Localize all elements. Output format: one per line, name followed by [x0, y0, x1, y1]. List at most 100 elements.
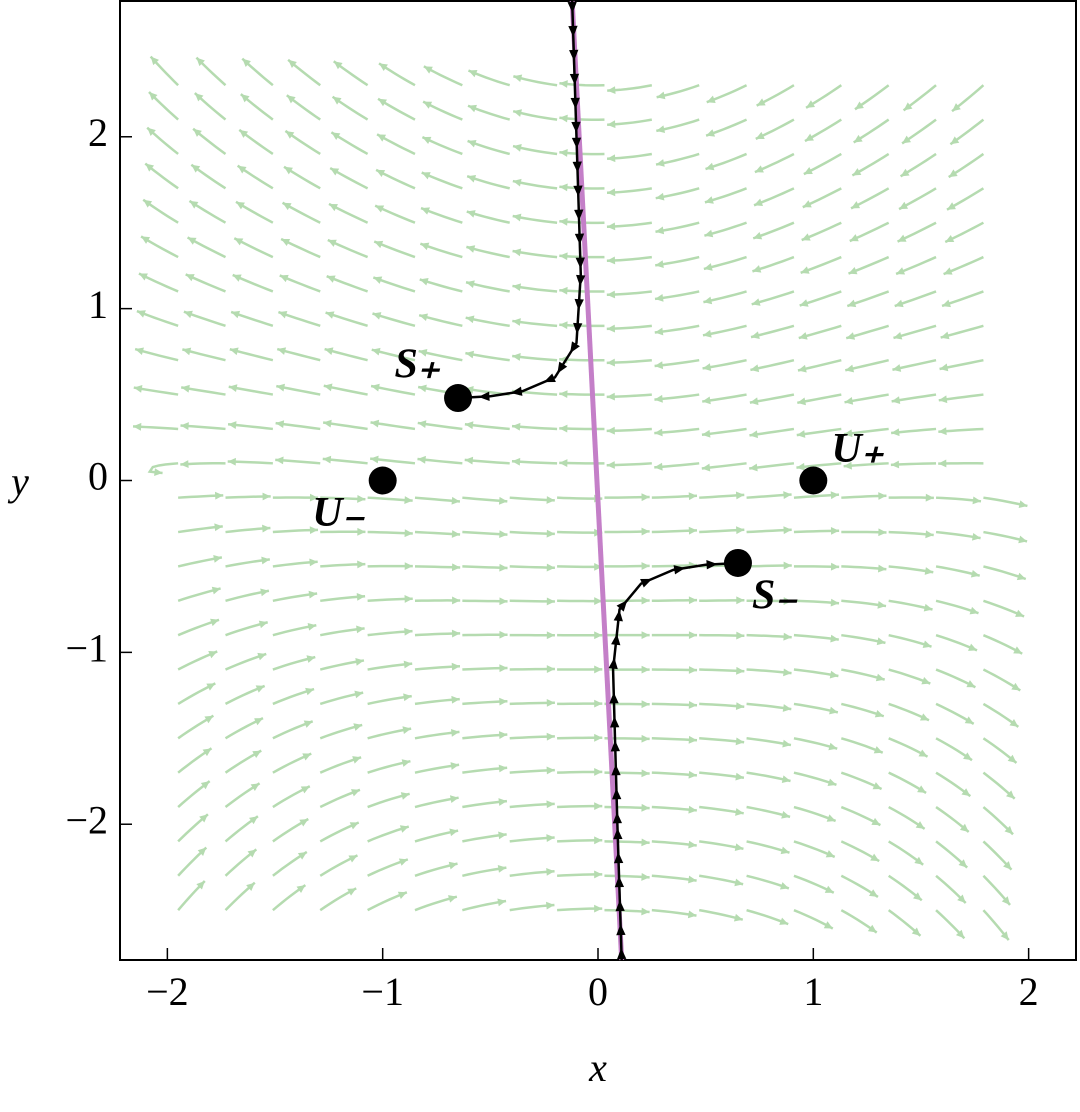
field-arrow: [546, 766, 555, 775]
field-arrow: [826, 814, 836, 822]
field-arrow: [924, 567, 934, 575]
field-arrow: [499, 630, 508, 639]
field-arrow: [465, 315, 475, 324]
field-arrow: [606, 256, 616, 265]
field-arrow: [150, 56, 160, 66]
field-arrow: [1004, 825, 1014, 835]
field-arrow: [843, 461, 852, 470]
field-arrow: [869, 889, 878, 897]
field-arrow: [606, 324, 616, 333]
field-arrow: [900, 168, 910, 177]
field-arrow: [183, 310, 193, 319]
field-arrow: [948, 169, 958, 178]
field-arrow: [735, 808, 744, 816]
trajectory-arrow: [574, 298, 584, 311]
field-arrow: [498, 731, 508, 739]
field-arrow: [955, 929, 965, 939]
field-arrow: [797, 364, 807, 373]
y-tick-label: −2: [65, 797, 108, 842]
field-arrow: [845, 364, 855, 373]
field-arrow: [703, 296, 713, 305]
field-arrow: [402, 726, 412, 734]
field-arrow: [468, 69, 478, 78]
trajectory-arrow: [608, 657, 618, 670]
field-arrow: [827, 778, 837, 787]
field-arrow: [323, 383, 333, 392]
field-arrow: [451, 662, 460, 671]
field-arrow: [801, 233, 811, 241]
field-arrow: [735, 702, 745, 711]
field-arrow: [299, 819, 309, 827]
field-arrow: [350, 789, 360, 797]
field-arrow: [399, 825, 409, 833]
field-arrow: [925, 530, 934, 539]
field-arrow: [892, 364, 902, 372]
field-arrow: [830, 491, 839, 500]
field-arrow: [655, 192, 665, 201]
y-axis-label: y: [7, 459, 29, 504]
field-arrow: [246, 882, 255, 891]
field-arrow: [404, 595, 413, 603]
field-arrow: [897, 234, 907, 242]
field-arrow: [641, 562, 650, 570]
y-tick-label: 0: [88, 454, 108, 499]
field-arrow: [783, 668, 792, 677]
field-arrow: [512, 178, 522, 187]
field-arrow: [899, 201, 909, 210]
trajectory-arrow: [572, 161, 582, 173]
field-arrow: [309, 493, 319, 502]
field-arrow: [252, 750, 262, 759]
field-arrow: [796, 462, 805, 471]
field-arrow: [751, 298, 761, 306]
field-arrow: [830, 634, 839, 643]
field-arrow: [641, 873, 650, 881]
field-arrow: [829, 706, 838, 715]
field-arrow: [397, 891, 407, 899]
field-arrow: [546, 563, 555, 572]
field-arrow: [943, 267, 953, 275]
trajectory-arrow: [706, 559, 718, 570]
field-arrow: [422, 136, 432, 145]
field-arrow: [497, 898, 507, 907]
field-arrow: [964, 716, 974, 724]
field-arrow: [706, 95, 716, 103]
field-arrow: [848, 266, 858, 275]
field-arrow: [211, 586, 221, 595]
field-arrow: [654, 361, 664, 370]
field-arrow: [323, 419, 332, 428]
field-arrow: [143, 199, 153, 208]
trajectory-arrow: [610, 716, 620, 728]
field-arrow: [874, 709, 884, 718]
field-arrow: [326, 275, 336, 283]
field-arrow: [498, 764, 508, 773]
trajectory-arrow: [613, 852, 624, 864]
field-arrow: [357, 560, 366, 569]
field-arrow: [214, 491, 224, 500]
field-arrow: [654, 327, 664, 336]
field-arrow: [606, 392, 615, 401]
field-arrow: [641, 665, 650, 674]
field-arrow: [257, 652, 267, 661]
field-arrow: [1007, 754, 1017, 763]
field-arrow: [559, 217, 568, 226]
field-arrow: [417, 420, 427, 428]
field-arrow: [228, 421, 237, 429]
field-arrow: [450, 728, 460, 737]
field-arrow: [404, 562, 413, 571]
field-arrow: [870, 853, 880, 862]
field-arrow: [451, 496, 460, 505]
field-arrow: [559, 183, 568, 192]
field-arrow: [451, 563, 461, 572]
field-arrow: [688, 666, 698, 674]
field-arrow: [783, 526, 792, 535]
field-arrow: [297, 851, 307, 860]
field-arrow: [641, 907, 650, 916]
trajectory-arrow: [570, 341, 580, 354]
field-arrow: [852, 168, 862, 176]
field-arrow: [736, 596, 745, 605]
field-arrow: [512, 422, 521, 431]
field-arrow: [902, 135, 912, 144]
field-arrow: [844, 397, 854, 405]
field-arrow: [921, 677, 931, 685]
field-arrow: [196, 881, 205, 890]
